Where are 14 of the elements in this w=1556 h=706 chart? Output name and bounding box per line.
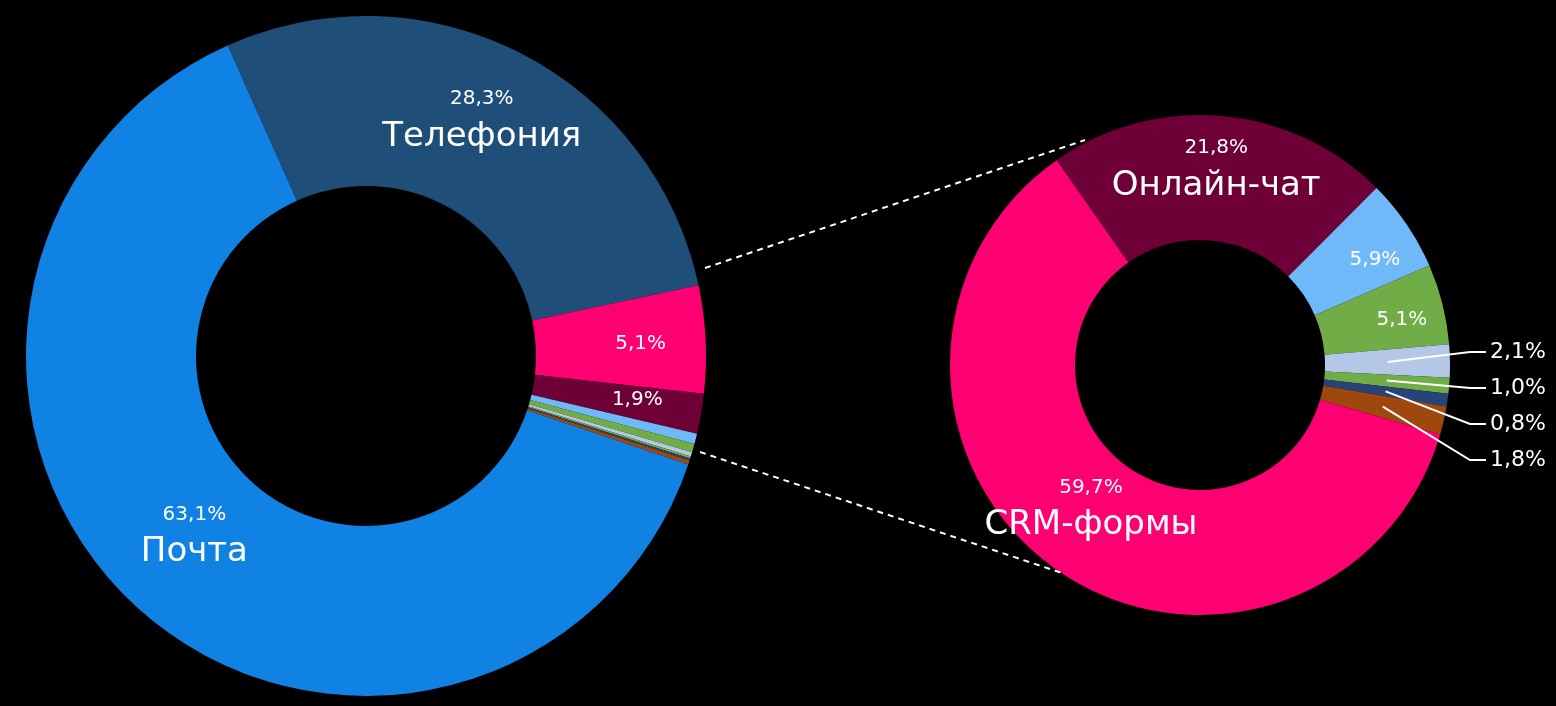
data-label: 5,9% xyxy=(1349,245,1401,270)
data-label: 28,3% xyxy=(449,84,514,109)
slice-label: Онлайн-чат xyxy=(1111,163,1321,204)
data-label: 1,9% xyxy=(611,385,663,410)
data-label: 1,8% xyxy=(1490,445,1546,471)
data-label: 1,0% xyxy=(1490,373,1546,399)
data-label: 21,8% xyxy=(1184,134,1248,159)
slice-label: Почта xyxy=(140,529,248,570)
slice-label: Телефония xyxy=(381,113,582,154)
data-label: 5,1% xyxy=(615,329,667,354)
data-label: 5,1% xyxy=(1376,305,1428,330)
data-label: 2,1% xyxy=(1490,337,1546,363)
data-label: 63,1% xyxy=(162,500,227,525)
data-label: 0,8% xyxy=(1490,409,1546,435)
